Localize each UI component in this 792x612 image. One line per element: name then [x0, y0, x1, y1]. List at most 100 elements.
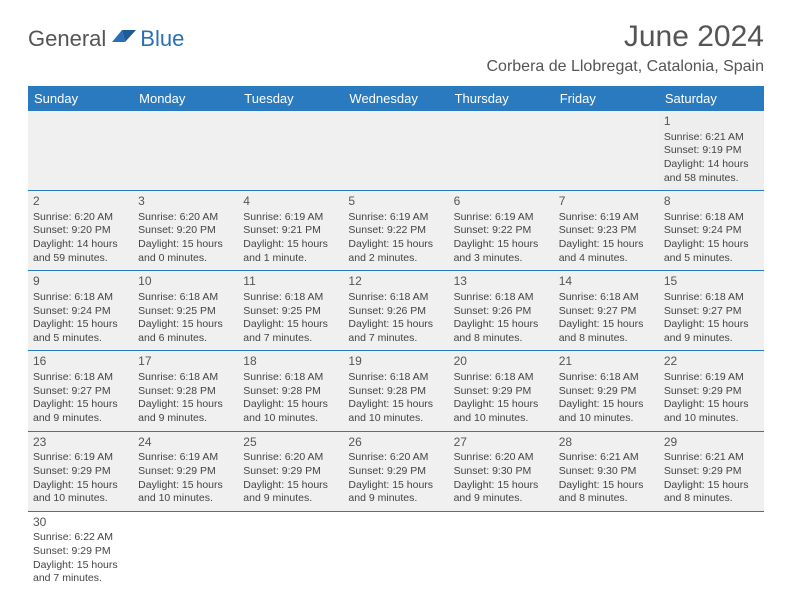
day-number: 22 — [664, 354, 759, 370]
calendar-day-cell — [133, 111, 238, 191]
day-sunrise: Sunrise: 6:18 AM — [33, 291, 128, 305]
day-daylight2: and 7 minutes. — [243, 332, 338, 346]
calendar-week-row: 30Sunrise: 6:22 AMSunset: 9:29 PMDayligh… — [28, 511, 764, 591]
day-daylight2: and 9 minutes. — [348, 492, 443, 506]
day-daylight2: and 1 minute. — [243, 252, 338, 266]
calendar-day-cell: 24Sunrise: 6:19 AMSunset: 9:29 PMDayligh… — [133, 431, 238, 511]
day-daylight1: Daylight: 15 hours — [559, 238, 654, 252]
day-sunrise: Sunrise: 6:18 AM — [348, 371, 443, 385]
calendar-table: SundayMondayTuesdayWednesdayThursdayFrid… — [28, 86, 764, 591]
day-sunset: Sunset: 9:26 PM — [348, 305, 443, 319]
day-sunrise: Sunrise: 6:22 AM — [33, 531, 128, 545]
day-sunrise: Sunrise: 6:19 AM — [243, 211, 338, 225]
calendar-week-row: 9Sunrise: 6:18 AMSunset: 9:24 PMDaylight… — [28, 271, 764, 351]
day-daylight2: and 8 minutes. — [454, 332, 549, 346]
day-sunrise: Sunrise: 6:19 AM — [348, 211, 443, 225]
calendar-body: 1Sunrise: 6:21 AMSunset: 9:19 PMDaylight… — [28, 111, 764, 591]
day-daylight2: and 10 minutes. — [348, 412, 443, 426]
day-sunrise: Sunrise: 6:18 AM — [33, 371, 128, 385]
day-sunset: Sunset: 9:29 PM — [33, 465, 128, 479]
day-number: 25 — [243, 435, 338, 451]
calendar-day-cell: 13Sunrise: 6:18 AMSunset: 9:26 PMDayligh… — [449, 271, 554, 351]
day-daylight1: Daylight: 15 hours — [454, 479, 549, 493]
day-daylight1: Daylight: 15 hours — [243, 238, 338, 252]
day-daylight1: Daylight: 15 hours — [243, 318, 338, 332]
day-sunset: Sunset: 9:29 PM — [664, 465, 759, 479]
day-number: 10 — [138, 274, 233, 290]
day-daylight1: Daylight: 15 hours — [33, 398, 128, 412]
day-sunrise: Sunrise: 6:18 AM — [664, 291, 759, 305]
day-number: 23 — [33, 435, 128, 451]
day-sunrise: Sunrise: 6:18 AM — [454, 291, 549, 305]
calendar-day-cell: 1Sunrise: 6:21 AMSunset: 9:19 PMDaylight… — [659, 111, 764, 191]
day-daylight1: Daylight: 15 hours — [243, 479, 338, 493]
calendar-week-row: 2Sunrise: 6:20 AMSunset: 9:20 PMDaylight… — [28, 191, 764, 271]
day-sunset: Sunset: 9:27 PM — [559, 305, 654, 319]
day-daylight2: and 0 minutes. — [138, 252, 233, 266]
day-sunset: Sunset: 9:29 PM — [138, 465, 233, 479]
calendar-day-cell — [554, 111, 659, 191]
calendar-day-cell: 2Sunrise: 6:20 AMSunset: 9:20 PMDaylight… — [28, 191, 133, 271]
day-daylight2: and 5 minutes. — [664, 252, 759, 266]
day-daylight1: Daylight: 15 hours — [348, 318, 443, 332]
day-daylight1: Daylight: 15 hours — [664, 398, 759, 412]
day-daylight1: Daylight: 15 hours — [138, 238, 233, 252]
calendar-day-cell: 7Sunrise: 6:19 AMSunset: 9:23 PMDaylight… — [554, 191, 659, 271]
calendar-week-row: 23Sunrise: 6:19 AMSunset: 9:29 PMDayligh… — [28, 431, 764, 511]
calendar-day-cell — [554, 511, 659, 591]
day-daylight2: and 9 minutes. — [138, 412, 233, 426]
calendar-day-cell — [238, 511, 343, 591]
calendar-day-cell — [449, 511, 554, 591]
day-sunset: Sunset: 9:26 PM — [454, 305, 549, 319]
day-daylight2: and 9 minutes. — [664, 332, 759, 346]
day-daylight1: Daylight: 15 hours — [138, 398, 233, 412]
day-sunset: Sunset: 9:30 PM — [559, 465, 654, 479]
day-number: 17 — [138, 354, 233, 370]
day-sunrise: Sunrise: 6:20 AM — [243, 451, 338, 465]
day-number: 5 — [348, 194, 443, 210]
calendar-day-cell — [343, 111, 448, 191]
calendar-day-cell: 15Sunrise: 6:18 AMSunset: 9:27 PMDayligh… — [659, 271, 764, 351]
day-daylight2: and 10 minutes. — [243, 412, 338, 426]
day-sunset: Sunset: 9:19 PM — [664, 144, 759, 158]
day-number: 18 — [243, 354, 338, 370]
day-sunset: Sunset: 9:25 PM — [243, 305, 338, 319]
day-number: 30 — [33, 515, 128, 531]
day-sunset: Sunset: 9:30 PM — [454, 465, 549, 479]
day-daylight1: Daylight: 15 hours — [348, 398, 443, 412]
day-daylight2: and 58 minutes. — [664, 172, 759, 186]
day-daylight2: and 8 minutes. — [559, 492, 654, 506]
day-daylight1: Daylight: 15 hours — [664, 318, 759, 332]
calendar-day-cell: 8Sunrise: 6:18 AMSunset: 9:24 PMDaylight… — [659, 191, 764, 271]
calendar-week-row: 1Sunrise: 6:21 AMSunset: 9:19 PMDaylight… — [28, 111, 764, 191]
day-number: 20 — [454, 354, 549, 370]
day-daylight1: Daylight: 15 hours — [454, 238, 549, 252]
day-daylight1: Daylight: 15 hours — [559, 318, 654, 332]
day-sunrise: Sunrise: 6:18 AM — [243, 371, 338, 385]
calendar-day-cell: 27Sunrise: 6:20 AMSunset: 9:30 PMDayligh… — [449, 431, 554, 511]
day-sunset: Sunset: 9:29 PM — [243, 465, 338, 479]
day-sunset: Sunset: 9:29 PM — [664, 385, 759, 399]
day-sunset: Sunset: 9:29 PM — [33, 545, 128, 559]
day-daylight2: and 8 minutes. — [664, 492, 759, 506]
day-daylight2: and 7 minutes. — [348, 332, 443, 346]
title-block: June 2024 Corbera de Llobregat, Cataloni… — [486, 20, 764, 78]
day-sunrise: Sunrise: 6:18 AM — [454, 371, 549, 385]
day-number: 16 — [33, 354, 128, 370]
day-daylight1: Daylight: 15 hours — [559, 398, 654, 412]
calendar-day-cell: 11Sunrise: 6:18 AMSunset: 9:25 PMDayligh… — [238, 271, 343, 351]
calendar-day-cell: 17Sunrise: 6:18 AMSunset: 9:28 PMDayligh… — [133, 351, 238, 431]
day-daylight1: Daylight: 15 hours — [664, 238, 759, 252]
day-number: 2 — [33, 194, 128, 210]
calendar-day-cell: 6Sunrise: 6:19 AMSunset: 9:22 PMDaylight… — [449, 191, 554, 271]
calendar-day-cell — [659, 511, 764, 591]
day-sunset: Sunset: 9:25 PM — [138, 305, 233, 319]
day-number: 1 — [664, 114, 759, 130]
day-sunrise: Sunrise: 6:18 AM — [138, 371, 233, 385]
day-header: Friday — [554, 86, 659, 111]
day-daylight1: Daylight: 15 hours — [348, 479, 443, 493]
day-number: 13 — [454, 274, 549, 290]
day-daylight1: Daylight: 15 hours — [348, 238, 443, 252]
day-daylight1: Daylight: 15 hours — [664, 479, 759, 493]
day-sunrise: Sunrise: 6:20 AM — [454, 451, 549, 465]
